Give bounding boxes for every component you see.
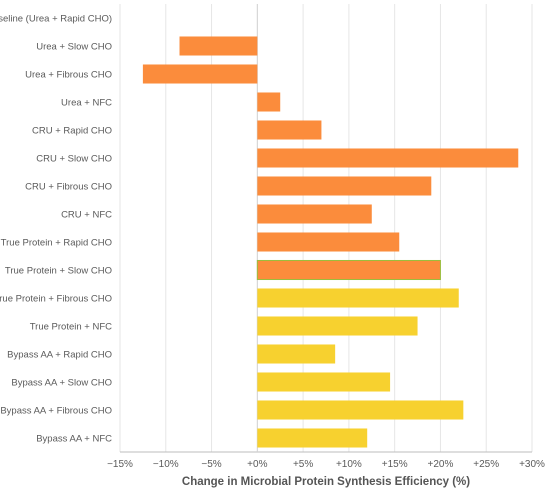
category-label: True Protein + Rapid CHO: [1, 238, 112, 249]
x-tick-labels: −15% −10% −5% +0% +5% +10% +15% +20% +25% +30%: [107, 459, 545, 470]
bar[interactable]: [256, 259, 441, 281]
category-label: CRU + Rapid CHO: [32, 126, 112, 137]
bar[interactable]: [257, 204, 372, 224]
x-tick-label: +30%: [519, 459, 545, 470]
category-label: Baseline (Urea + Rapid CHO): [0, 14, 112, 25]
bar[interactable]: [257, 372, 391, 392]
x-tick-label: −10%: [153, 459, 179, 470]
bar[interactable]: [257, 400, 464, 420]
bar[interactable]: [142, 64, 258, 84]
category-label: Bypass AA + Slow CHO: [11, 378, 112, 389]
x-tick-label: +5%: [293, 459, 313, 470]
x-tick-label: −15%: [107, 459, 133, 470]
x-tick-label: +25%: [473, 459, 499, 470]
x-tick-label: +20%: [428, 459, 454, 470]
category-labels: Baseline (Urea + Rapid CHO) Urea + Slow C…: [0, 14, 112, 445]
bar[interactable]: [257, 232, 400, 252]
category-label: Bypass AA + NFC: [36, 434, 112, 445]
x-tick-label: −5%: [201, 459, 221, 470]
category-label: True Protein + Slow CHO: [5, 266, 112, 277]
bar[interactable]: [257, 176, 432, 196]
x-axis-title: Change in Microbial Protein Synthesis Ef…: [182, 476, 470, 488]
category-label: CRU + Fibrous CHO: [25, 182, 112, 193]
bar[interactable]: [257, 428, 368, 448]
bar[interactable]: [257, 148, 519, 168]
bar[interactable]: [179, 36, 258, 56]
x-tick-label: +0%: [247, 459, 267, 470]
category-label: Bypass AA + Fibrous CHO: [0, 406, 112, 417]
category-label: Bypass AA + Rapid CHO: [7, 350, 112, 361]
bar[interactable]: [257, 120, 322, 140]
x-tick-label: +10%: [336, 459, 362, 470]
bar[interactable]: [257, 92, 281, 112]
category-label: Urea + NFC: [61, 98, 112, 109]
category-label: CRU + Slow CHO: [36, 154, 112, 165]
bar[interactable]: [257, 316, 418, 336]
category-label: True Protein + Fibrous CHO: [0, 294, 112, 305]
bar[interactable]: [257, 288, 459, 308]
category-label: Urea + Slow CHO: [36, 42, 112, 53]
bar[interactable]: [257, 344, 336, 364]
category-label: True Protein + NFC: [30, 322, 112, 333]
category-label: Urea + Fibrous CHO: [25, 70, 112, 81]
category-label: CRU + NFC: [61, 210, 112, 221]
bar-layer: [142, 36, 519, 448]
x-tick-label: +15%: [382, 459, 408, 470]
